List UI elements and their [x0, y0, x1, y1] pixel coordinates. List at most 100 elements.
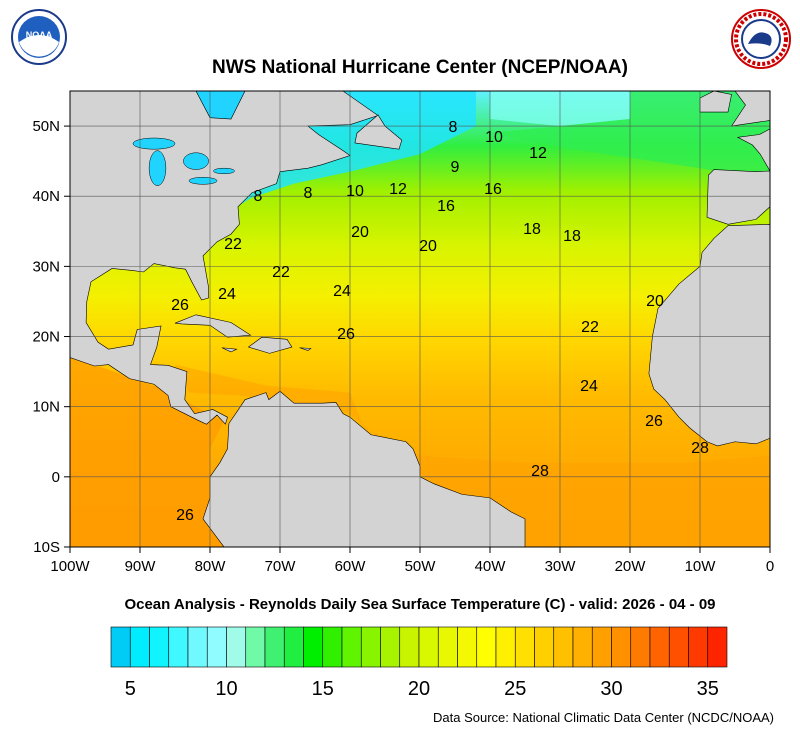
- colorbar-bin: [611, 626, 632, 668]
- colorbar-bin: [476, 626, 497, 668]
- contour-label: 22: [581, 319, 599, 336]
- great-lake: [188, 177, 218, 185]
- x-tick-label: 80W: [195, 558, 227, 575]
- contour-label: 26: [337, 326, 355, 343]
- colorbar-bin: [437, 626, 458, 668]
- colorbar-bin: [245, 626, 266, 668]
- iberia-land: [706, 169, 771, 225]
- colorbar-tick-label: 20: [408, 678, 430, 700]
- contour-label: 8: [449, 119, 458, 136]
- colorbar-bin: [572, 626, 593, 668]
- colorbar: 5 10 15 20 25 30 35: [110, 626, 728, 700]
- colorbar-bin: [341, 626, 362, 668]
- colorbar-bin: [129, 626, 150, 668]
- contour-label: 22: [224, 236, 242, 253]
- y-tick-label: 50N: [32, 118, 60, 135]
- contour-label: 10: [346, 183, 364, 200]
- contour-label: 12: [389, 181, 407, 198]
- colorbar-bin: [418, 626, 439, 668]
- colorbar-bin: [110, 626, 131, 668]
- x-tick-label: 90W: [125, 558, 157, 575]
- map-subtitle: Ocean Analysis - Reynolds Daily Sea Surf…: [124, 596, 716, 613]
- colorbar-tick-label: 10: [215, 678, 237, 700]
- y-tick-label: 0: [52, 469, 60, 486]
- contour-label: 24: [333, 283, 351, 300]
- colorbar-bin: [457, 626, 478, 668]
- contour-label: 20: [351, 224, 369, 241]
- great-lake: [213, 167, 235, 175]
- nws-logo: [731, 9, 791, 69]
- x-tick-label: 100W: [50, 558, 90, 575]
- colorbar-bin: [591, 626, 612, 668]
- x-tick-label: 30W: [545, 558, 577, 575]
- data-source: Data Source: National Climatic Data Cent…: [433, 710, 774, 725]
- colorbar-bin: [187, 626, 208, 668]
- contour-label: 20: [419, 238, 437, 255]
- x-tick-label: 60W: [335, 558, 367, 575]
- colorbar-bin: [264, 626, 285, 668]
- x-tick-label: 0: [766, 558, 774, 575]
- y-tick-label: 30N: [32, 258, 60, 275]
- colorbar-bin: [226, 626, 247, 668]
- colorbar-bin: [168, 626, 189, 668]
- cuba-land: [174, 314, 252, 338]
- contour-label: 28: [531, 463, 549, 480]
- contour-label: 26: [171, 297, 189, 314]
- colorbar-bin: [495, 626, 516, 668]
- contour-label: 8: [254, 188, 263, 205]
- colorbar-bin: [514, 626, 535, 668]
- colorbar-bin: [553, 626, 574, 668]
- great-lake: [183, 152, 209, 170]
- great-lake: [148, 150, 167, 186]
- africa-land: [648, 223, 771, 447]
- contour-label: 16: [484, 181, 502, 198]
- contour-label: 26: [176, 507, 194, 524]
- contour-label: 22: [272, 264, 290, 281]
- hispaniola-land: [247, 336, 293, 354]
- contour-label: 26: [645, 413, 663, 430]
- colorbar-bin: [206, 626, 227, 668]
- contour-label: 28: [691, 440, 709, 457]
- colorbar-bin: [649, 626, 670, 668]
- contour-label: 12: [529, 145, 547, 162]
- y-tick-label: 40N: [32, 188, 60, 205]
- colorbar-bin: [149, 626, 170, 668]
- colorbar-bin: [668, 626, 689, 668]
- x-tick-label: 70W: [265, 558, 297, 575]
- noaa-logo: NOAA: [11, 9, 67, 65]
- jamaica-land: [221, 347, 238, 353]
- colorbar-bin: [399, 626, 420, 668]
- map-title: NWS National Hurricane Center (NCEP/NOAA…: [212, 57, 628, 78]
- tropical-warm-region: [175, 364, 770, 547]
- y-tick-label: 10S: [33, 539, 60, 556]
- colorbar-tick-label: 35: [697, 678, 719, 700]
- colorbar-bin: [630, 626, 651, 668]
- contour-label: 24: [580, 378, 598, 395]
- contour-label: 24: [218, 286, 236, 303]
- x-tick-label: 20W: [615, 558, 647, 575]
- north-america-land: [69, 90, 379, 425]
- contour-label: 20: [646, 293, 664, 310]
- colorbar-bin: [303, 626, 324, 668]
- colorbar-bin: [688, 626, 709, 668]
- colorbar-bin: [360, 626, 381, 668]
- contour-label: 16: [437, 198, 455, 215]
- colorbar-bin: [322, 626, 343, 668]
- colorbar-tick-label: 30: [600, 678, 622, 700]
- colorbar-bin: [534, 626, 555, 668]
- x-tick-label: 50W: [405, 558, 437, 575]
- puerto-rico-land: [299, 347, 312, 351]
- colorbar-bin: [283, 626, 304, 668]
- great-lake: [132, 137, 176, 150]
- y-tick-label: 20N: [32, 329, 60, 346]
- contour-label: 8: [304, 185, 313, 202]
- contour-label: 18: [563, 228, 581, 245]
- colorbar-tick-label: 15: [312, 678, 334, 700]
- y-tick-label: 10N: [32, 399, 60, 416]
- colorbar-tick-label: 5: [125, 678, 136, 700]
- colorbar-tick-label: 25: [504, 678, 526, 700]
- colorbar-bin: [707, 626, 728, 668]
- contour-label: 9: [451, 159, 460, 176]
- svg-text:NOAA: NOAA: [26, 30, 53, 40]
